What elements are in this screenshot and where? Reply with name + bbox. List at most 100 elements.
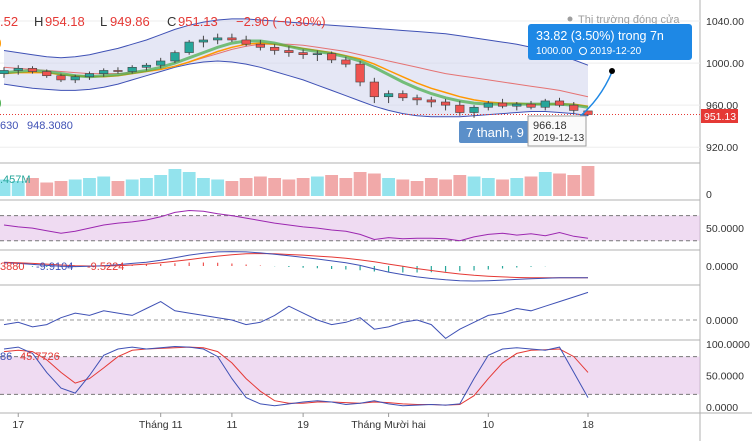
candle-body xyxy=(241,39,251,45)
stoch-k-line xyxy=(3,345,589,407)
candle-body xyxy=(384,93,394,98)
candle-body xyxy=(184,41,194,53)
volume-bar xyxy=(325,175,339,196)
left-edge-marker-1: ) xyxy=(0,37,2,49)
volume-bar xyxy=(353,172,367,196)
volume-bar xyxy=(296,178,310,196)
candle-body xyxy=(42,71,52,77)
volume-bar xyxy=(0,179,11,196)
time-axis[interactable]: 17 Tháng 11 11 19 Tháng Mười hai 10 18 xyxy=(12,413,594,431)
volume-bar xyxy=(68,179,82,196)
candle-body xyxy=(284,50,294,53)
volume-bar xyxy=(496,179,509,196)
stochastic-lines xyxy=(3,345,589,407)
volume-bar xyxy=(97,176,111,196)
macd-lines xyxy=(3,251,588,282)
momentum-line-path xyxy=(3,291,589,340)
market-status: Thị trường đóng cửa xyxy=(567,14,680,26)
volume-bar xyxy=(168,169,182,196)
clock-icon xyxy=(579,47,587,55)
candle-body xyxy=(141,64,152,68)
candle-body xyxy=(84,73,95,78)
candle-body xyxy=(569,104,579,111)
volume-bar xyxy=(538,172,552,196)
left-edge-marker-2: ) xyxy=(0,97,2,109)
volume-bar xyxy=(367,173,381,196)
volume-value-label: .457M xyxy=(0,174,31,186)
stoch-value-2: 45.7726 xyxy=(20,351,60,363)
volume-bar xyxy=(253,176,267,196)
volume-bar xyxy=(54,181,68,196)
volume-bar xyxy=(453,175,467,196)
stoch-band xyxy=(0,356,700,395)
last-price-badge: 951.13 xyxy=(701,109,738,123)
change-value: −2.90 (−0.30%) xyxy=(236,14,326,29)
volume-bar xyxy=(524,176,538,196)
rsi-axis-label: 50.0000 xyxy=(706,223,744,235)
macd-main-line xyxy=(3,251,588,282)
time-axis-label: 18 xyxy=(582,419,594,431)
candle-body xyxy=(398,93,408,99)
high-value: 954.18 xyxy=(45,14,85,29)
volume-bar xyxy=(581,166,595,196)
time-axis-label: 17 xyxy=(12,419,24,431)
macd-value-2: -9.9104 xyxy=(36,261,73,273)
candle-body xyxy=(412,97,422,101)
low-value: 949.86 xyxy=(110,14,150,29)
volume-bar xyxy=(239,178,253,196)
volume-bar xyxy=(225,181,239,196)
ohlc-legend: .52 H 954.18 L 949.86 C 951.13 −2.90 (−0… xyxy=(0,14,326,29)
bb-value-label: 948.3080 xyxy=(27,120,73,132)
stoch-value-1: 86 xyxy=(0,351,12,363)
rsi-line xyxy=(3,209,589,242)
volume-bar xyxy=(268,178,282,196)
measure-tooltip[interactable]: 33.82 (3.50%) trong 7n 1000.00 2019-12-2… xyxy=(528,24,692,60)
close-value: 951.13 xyxy=(178,14,218,29)
candle-body xyxy=(13,68,23,71)
candle-body xyxy=(369,81,379,98)
measure-tooltip-change: 33.82 (3.50%) trong 7n xyxy=(536,29,664,43)
volume-bar xyxy=(40,182,54,196)
bar-count-text: 7 thanh, 9 xyxy=(466,125,524,140)
price-axis-label: 920.00 xyxy=(706,142,738,154)
last-price-badge-text: 951.13 xyxy=(704,111,736,123)
volume-bar xyxy=(282,179,296,196)
volume-bar xyxy=(396,179,410,196)
bollinger-bands xyxy=(3,18,589,118)
low-label: L xyxy=(100,14,107,29)
volume-bar xyxy=(154,175,168,196)
candle-body xyxy=(99,70,109,74)
volume-bar xyxy=(26,178,39,196)
volume-bar xyxy=(439,179,452,196)
volume-bar xyxy=(553,173,566,196)
volume-bar xyxy=(11,181,25,196)
candle-body xyxy=(341,59,351,65)
volume-bar xyxy=(182,172,196,196)
bollinger-upper-line xyxy=(3,18,589,66)
candle-body xyxy=(213,37,223,41)
time-axis-label: 10 xyxy=(482,419,494,431)
bar-count-tooltip: 7 thanh, 9 xyxy=(459,121,533,143)
volume-bar xyxy=(83,178,96,196)
time-axis-label: Tháng 11 xyxy=(139,419,183,431)
volume-bar xyxy=(424,178,438,196)
candle-body xyxy=(497,102,508,107)
ma-value-label: 630 xyxy=(0,120,18,132)
time-axis-label: Tháng Mười hai xyxy=(351,419,426,431)
volume-bar xyxy=(410,181,424,196)
hover-tooltip-date: 2019-12-13 xyxy=(533,133,585,144)
candle-body xyxy=(156,60,166,66)
measure-arrow xyxy=(577,68,615,119)
candlesticks xyxy=(0,33,593,118)
candle-body xyxy=(455,104,465,113)
volume-bar xyxy=(310,176,324,196)
candle-body xyxy=(27,68,38,72)
volume-bar xyxy=(111,181,125,196)
candle-body xyxy=(298,52,308,55)
candle-body xyxy=(198,39,208,43)
candle-body xyxy=(540,100,550,108)
time-axis-label: 19 xyxy=(297,419,309,431)
